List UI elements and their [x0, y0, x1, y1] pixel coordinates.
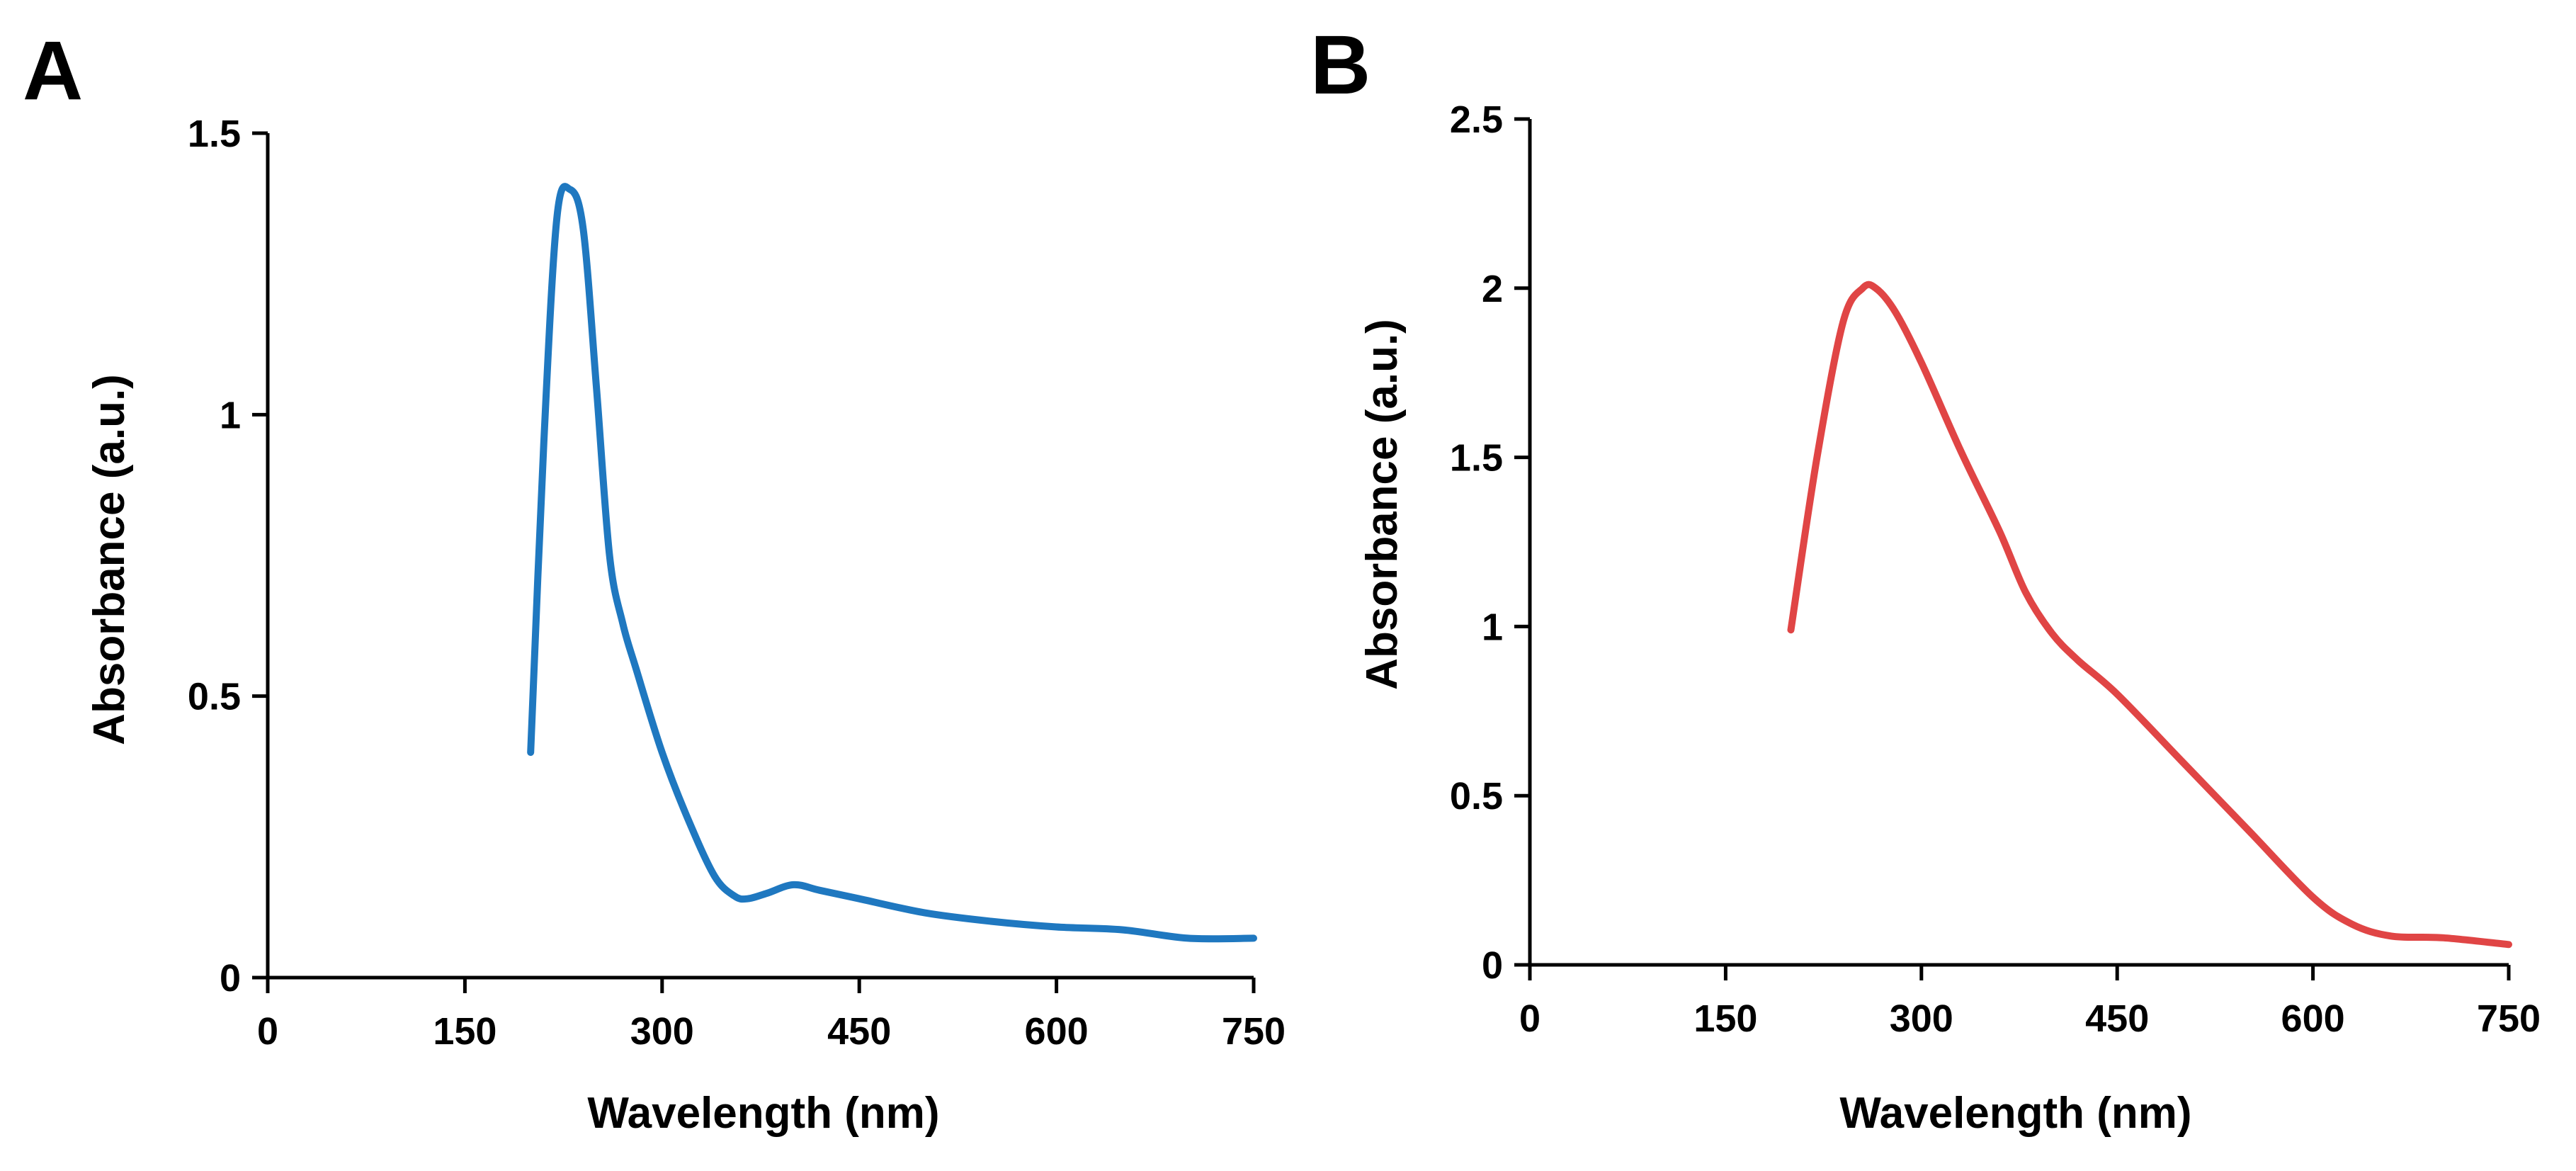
- panel-b-series: [1787, 281, 2512, 949]
- panel-a-x-tick-label: 150: [433, 1010, 497, 1053]
- panel-a-x-tick-label: 300: [630, 1010, 694, 1053]
- panel-b-x-tick-label: 150: [1693, 997, 1757, 1040]
- panel-b-x-tick-label: 600: [2281, 997, 2345, 1040]
- panel-a-y-tick-label: 0: [220, 957, 241, 1000]
- panel-a-x-tick-label: 750: [1222, 1010, 1286, 1053]
- panel-a-x-axis-title: Wavelength (nm): [587, 1089, 939, 1138]
- panel-b-y-tick-label: 0.5: [1450, 775, 1503, 818]
- panel-a-axes: [266, 133, 1254, 980]
- panel-b-absorbance-line: [1787, 281, 2512, 949]
- panel-b-y-tick-label: 1: [1482, 606, 1503, 648]
- panel-b: B 0 0.5 1 1.5 2 2.5 0 150 300 450 600 750 Waveleng…: [1310, 18, 2541, 1138]
- panel-letter-b: B: [1310, 18, 1371, 112]
- panel-a-y-tick-label: 1.5: [188, 113, 241, 155]
- panel-a-y-ticks: 0 0.5 1 1.5: [188, 113, 268, 1000]
- panel-b-x-tick-label: 0: [1519, 997, 1541, 1040]
- panel-letter-a: A: [23, 24, 83, 118]
- panel-b-y-tick-label: 2.5: [1450, 98, 1503, 141]
- panel-b-y-tick-label: 0: [1482, 944, 1503, 987]
- panel-b-x-tick-label: 750: [2477, 997, 2541, 1040]
- panel-b-y-tick-label: 1.5: [1450, 437, 1503, 480]
- panel-a-y-tick-label: 1: [220, 394, 241, 436]
- panel-b-x-tick-label: 450: [2085, 997, 2149, 1040]
- panel-b-axes: [1528, 119, 2509, 967]
- panel-a: A 0 0.5 1 1.5 0 150 300 450 600 750 Wavelength (…: [23, 24, 1286, 1138]
- panel-b-y-axis-title: Absorbance (a.u.): [1358, 319, 1407, 690]
- panel-a-y-tick-label: 0.5: [188, 676, 241, 718]
- panel-a-x-ticks: 0 150 300 450 600 750: [257, 978, 1286, 1053]
- panel-b-y-ticks: 0 0.5 1 1.5 2 2.5: [1450, 98, 1530, 987]
- panel-a-absorbance-line: [527, 183, 1257, 943]
- panel-a-y-axis-title: Absorbance (a.u.): [85, 374, 134, 745]
- panel-a-x-tick-label: 600: [1025, 1010, 1089, 1053]
- panel-b-y-tick-label: 2: [1482, 268, 1503, 310]
- panel-b-x-axis-title: Wavelength (nm): [1839, 1089, 2191, 1138]
- panel-a-x-tick-label: 0: [257, 1010, 278, 1053]
- panel-b-x-tick-label: 300: [1890, 997, 1953, 1040]
- panel-b-x-ticks: 0 150 300 450 600 750: [1519, 965, 2541, 1040]
- panel-a-x-tick-label: 450: [827, 1010, 891, 1053]
- panel-a-series: [527, 183, 1257, 943]
